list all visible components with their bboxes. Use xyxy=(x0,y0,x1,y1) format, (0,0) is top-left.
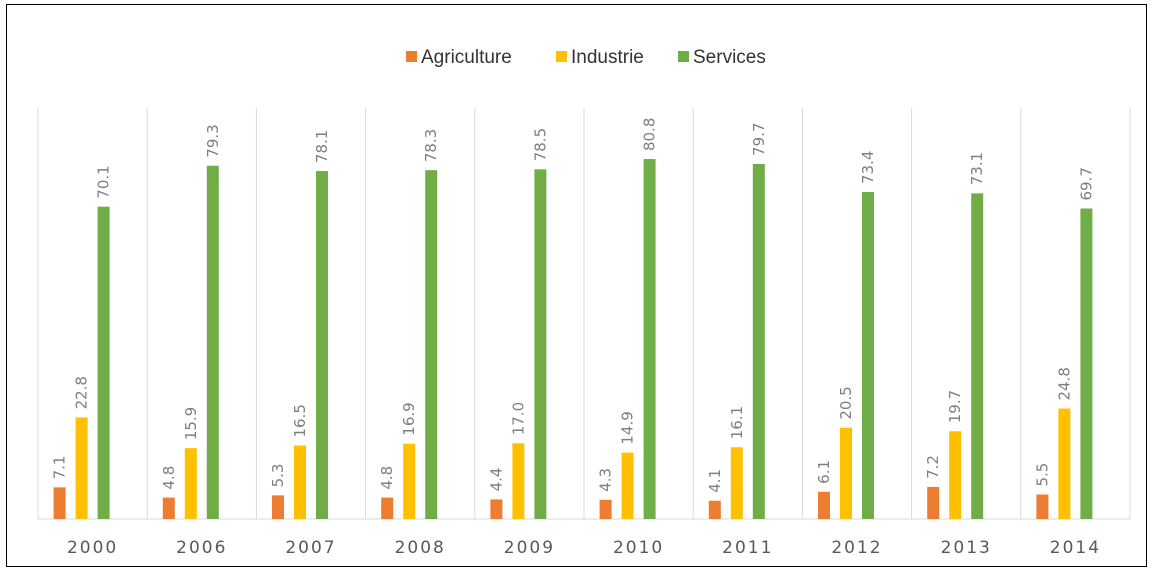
x-tick-label: 2013 xyxy=(941,538,992,558)
bar-agriculture-2013 xyxy=(927,486,940,519)
x-tick-label: 2008 xyxy=(395,538,446,558)
bar-industrie-2013 xyxy=(949,431,962,519)
legend-label-industrie: Industrie xyxy=(571,47,644,68)
bar-agriculture-2006 xyxy=(162,497,175,519)
x-tick-label: 2010 xyxy=(613,538,664,558)
data-label: 7.2 xyxy=(924,455,942,479)
data-label: 4.1 xyxy=(706,469,724,493)
bar-industrie-2010 xyxy=(621,452,634,519)
data-label: 5.5 xyxy=(1033,463,1051,487)
data-label: 4.4 xyxy=(487,468,505,492)
data-label: 17.0 xyxy=(509,402,527,435)
data-label: 7.1 xyxy=(51,456,69,480)
bar-agriculture-2010 xyxy=(599,499,612,519)
bar-services-2013 xyxy=(971,193,984,520)
bar-services-2008 xyxy=(425,170,438,519)
data-label: 16.5 xyxy=(291,404,309,437)
bar-industrie-2011 xyxy=(730,447,743,519)
bar-agriculture-2014 xyxy=(1036,494,1049,519)
bar-services-2011 xyxy=(752,163,765,519)
data-label: 4.8 xyxy=(160,466,178,490)
legend-label-agriculture: Agriculture xyxy=(421,47,512,68)
data-label: 79.7 xyxy=(750,123,768,156)
bar-industrie-2007 xyxy=(294,445,306,519)
bar-industrie-2008 xyxy=(403,443,416,519)
bar-services-2000 xyxy=(97,206,110,519)
data-label: 79.3 xyxy=(204,124,222,157)
data-label: 4.8 xyxy=(378,466,396,490)
data-label: 16.9 xyxy=(400,402,418,435)
bar-services-2009 xyxy=(534,169,547,519)
x-tick-label: 2000 xyxy=(67,538,118,558)
data-label: 78.3 xyxy=(422,129,440,162)
bar-services-2006 xyxy=(206,165,219,519)
bar-industrie-2006 xyxy=(184,448,197,519)
data-label: 69.7 xyxy=(1077,167,1095,200)
data-label: 4.3 xyxy=(597,468,615,492)
bar-industrie-2009 xyxy=(512,443,525,519)
bar-industrie-2000 xyxy=(75,417,88,519)
x-tick-label: 2012 xyxy=(831,538,882,558)
bar-agriculture-2000 xyxy=(53,487,66,519)
legend-swatch-agriculture xyxy=(406,51,417,62)
x-tick-label: 2006 xyxy=(176,538,227,558)
bar-services-2012 xyxy=(862,192,874,520)
legend-label-services: Services xyxy=(693,47,766,68)
bar-agriculture-2012 xyxy=(818,491,830,519)
data-label: 73.1 xyxy=(968,152,986,185)
data-label: 80.8 xyxy=(641,118,659,151)
bar-agriculture-2007 xyxy=(272,495,284,519)
x-tick-label: 2014 xyxy=(1050,538,1101,558)
data-label: 78.5 xyxy=(531,128,549,161)
data-label: 6.1 xyxy=(815,460,833,484)
x-tick-label: 2007 xyxy=(285,538,336,558)
data-label: 70.1 xyxy=(95,165,113,198)
bar-agriculture-2009 xyxy=(490,499,503,519)
data-label: 15.9 xyxy=(182,407,200,440)
data-label: 14.9 xyxy=(619,411,637,444)
bar-industrie-2012 xyxy=(840,427,852,519)
data-label: 22.8 xyxy=(73,376,91,409)
data-label: 73.4 xyxy=(859,151,877,184)
bar-agriculture-2011 xyxy=(708,500,721,519)
bar-services-2007 xyxy=(316,171,328,519)
data-label: 19.7 xyxy=(946,390,964,423)
data-label: 16.1 xyxy=(728,406,746,439)
x-tick-label: 2011 xyxy=(722,538,773,558)
x-tick-label: 2009 xyxy=(504,538,555,558)
data-label: 20.5 xyxy=(837,386,855,419)
bar-services-2010 xyxy=(643,159,656,519)
data-label: 78.1 xyxy=(313,130,331,163)
bar-industrie-2014 xyxy=(1058,408,1071,519)
legend-swatch-industrie xyxy=(556,51,567,62)
bar-agriculture-2008 xyxy=(381,497,394,519)
data-label: 5.3 xyxy=(269,464,287,488)
bar-services-2014 xyxy=(1080,208,1093,519)
data-label: 24.8 xyxy=(1055,367,1073,400)
legend-swatch-services xyxy=(678,51,689,62)
